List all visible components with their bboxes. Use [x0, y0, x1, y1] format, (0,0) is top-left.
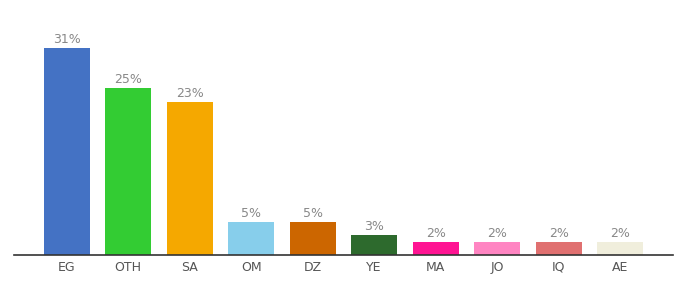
- Bar: [351, 235, 397, 255]
- Bar: [413, 242, 459, 255]
- Text: 3%: 3%: [364, 220, 384, 233]
- Text: 2%: 2%: [426, 227, 445, 240]
- Bar: [44, 48, 90, 255]
- Text: 23%: 23%: [175, 87, 203, 100]
- Text: 2%: 2%: [487, 227, 507, 240]
- Bar: [290, 222, 336, 255]
- Text: 25%: 25%: [114, 73, 142, 86]
- Text: 2%: 2%: [549, 227, 568, 240]
- Bar: [228, 222, 274, 255]
- Bar: [536, 242, 581, 255]
- Bar: [105, 88, 151, 255]
- Bar: [167, 102, 213, 255]
- Bar: [597, 242, 643, 255]
- Text: 5%: 5%: [303, 207, 322, 220]
- Text: 2%: 2%: [610, 227, 630, 240]
- Bar: [474, 242, 520, 255]
- Text: 5%: 5%: [241, 207, 261, 220]
- Text: 31%: 31%: [53, 33, 80, 46]
